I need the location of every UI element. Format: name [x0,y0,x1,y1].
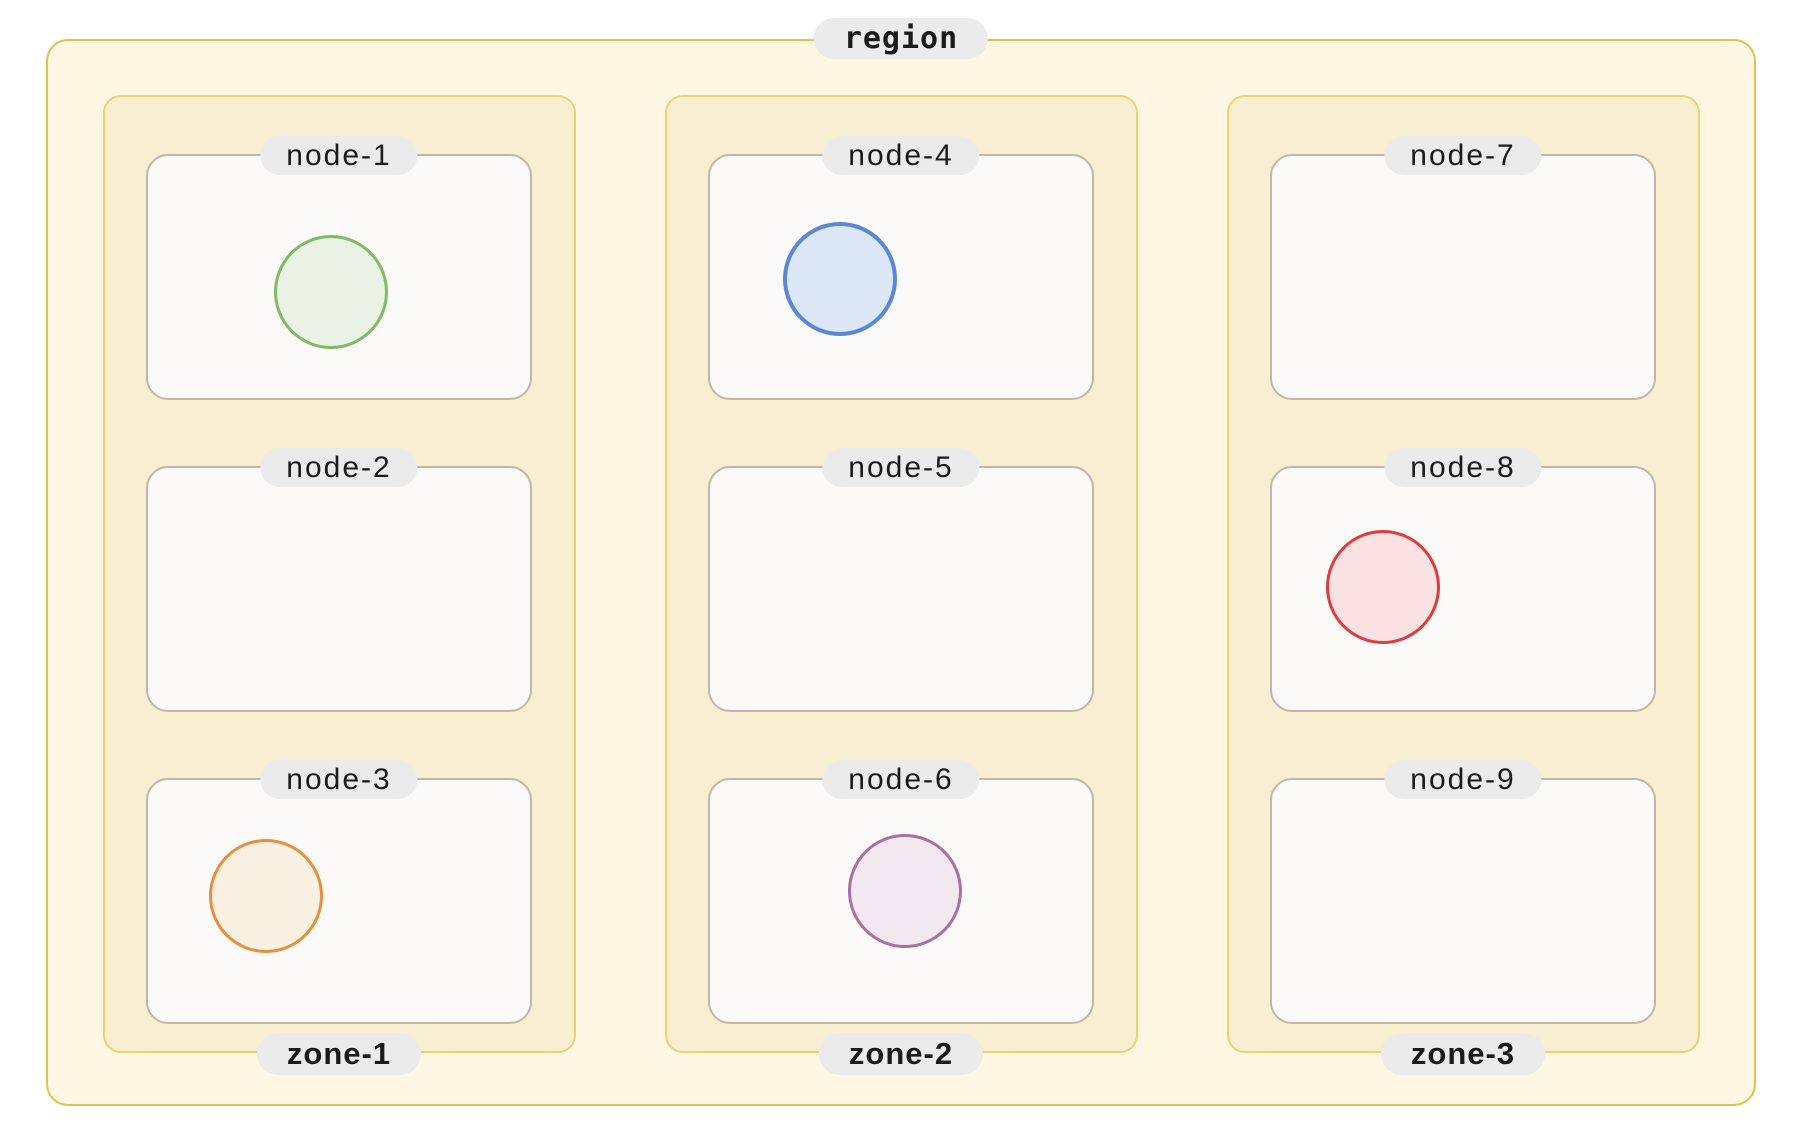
blue-pod-circle [782,222,897,337]
node-label-7: node-7 [1384,136,1542,175]
node-box-8: node-8 [1270,448,1656,712]
node-box-6: node-6 [708,760,1094,1024]
node-box-1: node-1 [146,136,532,400]
zone-label-1: zone-1 [256,1032,422,1075]
node-label-1: node-1 [260,136,418,175]
node-label-2: node-2 [260,448,418,487]
node-box-7: node-7 [1270,136,1656,400]
node-box-9: node-9 [1270,760,1656,1024]
region-group: region node-1 node-2 node-3 zone-1 [46,18,1756,1106]
node-label-4: node-4 [822,136,980,175]
zone-label-2: zone-2 [818,1032,984,1075]
node-label-6: node-6 [822,760,980,799]
region-label: region [813,18,989,59]
node-box-3: node-3 [146,760,532,1024]
node-box-4: node-4 [708,136,1094,400]
node-box-2: node-2 [146,448,532,712]
zone-group-2: node-4 node-5 node-6 zone-2 [664,95,1138,1075]
zone-label-3: zone-3 [1380,1032,1546,1075]
node-label-3: node-3 [260,760,418,799]
node-label-8: node-8 [1384,448,1542,487]
node-box-5: node-5 [708,448,1094,712]
node-label-5: node-5 [822,448,980,487]
orange-pod-circle [209,839,324,954]
red-pod-circle [1325,529,1440,644]
zone-group-1: node-1 node-2 node-3 zone-1 [102,95,576,1075]
zone-group-3: node-7 node-8 node-9 zone-3 [1226,95,1700,1075]
green-pod-circle [274,234,389,349]
purple-pod-circle [847,834,962,949]
zones-row: node-1 node-2 node-3 zone-1 node-4 [48,95,1754,1075]
node-label-9: node-9 [1384,760,1542,799]
